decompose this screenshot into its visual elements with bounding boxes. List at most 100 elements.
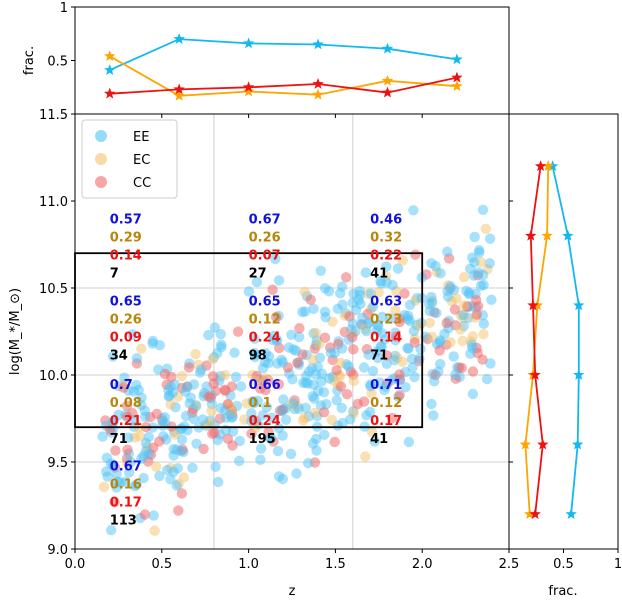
scatter-point-ec (478, 329, 489, 340)
scatter-point-cc (305, 294, 316, 305)
annotation-cc: 0.14 (110, 249, 142, 264)
right-series-marker-ee (562, 229, 574, 241)
scatter-point-ee (210, 461, 221, 472)
scatter-point-ec (190, 348, 201, 360)
scatter-point-ee (376, 341, 387, 353)
scatter-point-ec (451, 293, 462, 304)
scatter-point-ee (319, 429, 330, 440)
right-series-marker-ee (573, 369, 585, 380)
scatter-point-ee (381, 358, 392, 369)
annotation-ee: 0.63 (370, 294, 402, 309)
cell-annotation-3: 0.65 0.26 0.09 34 (110, 294, 142, 363)
annotation-ec: 0.16 (110, 478, 142, 493)
scatter-point-cc (335, 381, 347, 392)
scatter-points (97, 204, 497, 536)
scatter-point-ec (445, 337, 456, 348)
scatter-point-ee (353, 294, 364, 305)
scatter-point-ee (376, 311, 388, 323)
scatter-point-ee (403, 436, 415, 448)
scatter-point-ee (485, 358, 496, 369)
right-series-line-ec (524, 166, 550, 515)
scatter-point-ee (321, 399, 332, 410)
scatter-point-ee (406, 353, 418, 365)
scatter-point-cc (122, 444, 133, 455)
right-series-marker-ee (546, 160, 559, 172)
scatter-point-ec (426, 331, 438, 342)
scatter-point-ee (325, 347, 336, 358)
scatter-point-ee (261, 401, 272, 413)
scatter-point-ee (167, 387, 178, 398)
legend: EE EC CC (81, 119, 178, 199)
cell-annotation-5: 0.63 0.23 0.14 71 (370, 294, 402, 363)
annotation-n: 71 (110, 432, 128, 447)
scatter-point-ee (257, 410, 269, 421)
top-series-marker-ee (381, 42, 394, 54)
annotation-n: 41 (370, 432, 388, 447)
annotation-cc: 0.17 (370, 414, 402, 429)
scatter-point-ec (458, 272, 470, 283)
right-series-marker-ec (531, 299, 544, 311)
scatter-point-ee (285, 448, 297, 460)
scatter-point-ee (435, 335, 446, 346)
scatter-point-ee (111, 469, 122, 480)
annotation-ec: 0.26 (249, 231, 281, 246)
scatter-point-ee (402, 342, 413, 354)
top-series-marker-ee (312, 38, 324, 50)
top-series-marker-cc (451, 71, 463, 83)
scatter-point-ee (450, 369, 461, 380)
scatter-point-ec (176, 371, 188, 382)
scatter-point-cc (394, 389, 405, 401)
scatter-point-ee (316, 368, 328, 379)
right-series-marker-ec (519, 438, 532, 450)
scatter-point-ec (206, 405, 217, 417)
scatter-point-cc (381, 350, 392, 361)
annotation-ec: 0.08 (110, 396, 142, 411)
scatter-point-cc (139, 509, 151, 520)
top-series-line-ee (109, 38, 458, 71)
right-series-marker-ec (541, 229, 553, 241)
right-series-marker-ee (573, 299, 585, 311)
scatter-point-ee (108, 460, 119, 471)
scatter-point-ee (276, 405, 287, 417)
scatter-point-ee (255, 443, 267, 454)
scatter-point-ee (273, 275, 285, 286)
scatter-point-ee (143, 448, 154, 460)
x-tick-label: 2.0 (412, 557, 433, 572)
scatter-point-ee (426, 291, 437, 303)
scatter-point-ee (385, 313, 396, 324)
scatter-point-ee (234, 455, 245, 467)
annotation-n: 34 (110, 348, 128, 363)
scatter-point-ee (363, 349, 374, 360)
scatter-point-ee (260, 348, 271, 359)
scatter-point-ee (364, 406, 376, 418)
top-y-tick-label: 1 (60, 1, 68, 16)
scatter-point-ee (131, 379, 142, 391)
scatter-point-ee (380, 381, 391, 392)
scatter-point-ee (392, 263, 404, 274)
right-x-axis-label: frac. (548, 584, 577, 599)
scatter-point-ee (131, 353, 143, 364)
top-series-marker-ee (451, 53, 463, 65)
scatter-point-ee (315, 265, 326, 276)
scatter-point-ee (235, 381, 247, 392)
scatter-point-cc (183, 362, 195, 373)
scatter-point-ee (367, 365, 379, 377)
scatter-point-ec (397, 255, 408, 266)
annotation-cc: 0.22 (370, 249, 402, 264)
cell-annotation-9: 0.67 0.16 0.17 113 (110, 460, 142, 529)
scatter-point-ee (251, 276, 263, 288)
scatter-point-ee (263, 358, 274, 369)
y-axis-label: log(M_*/M_⊙) (8, 288, 23, 375)
scatter-point-cc (331, 365, 342, 376)
scatter-point-ee (484, 233, 496, 244)
scatter-point-cc (220, 385, 231, 396)
scatter-point-cc (441, 317, 452, 329)
scatter-point-ee (467, 388, 479, 400)
scatter-point-cc (267, 284, 278, 295)
annotation-cc: 0.07 (249, 249, 281, 264)
scatter-point-ee (481, 373, 493, 385)
x-tick-label: 0.0 (65, 557, 86, 572)
annotation-ee: 0.65 (249, 294, 281, 309)
scatter-point-ec (373, 287, 384, 298)
right-series-marker-cc (537, 438, 549, 450)
